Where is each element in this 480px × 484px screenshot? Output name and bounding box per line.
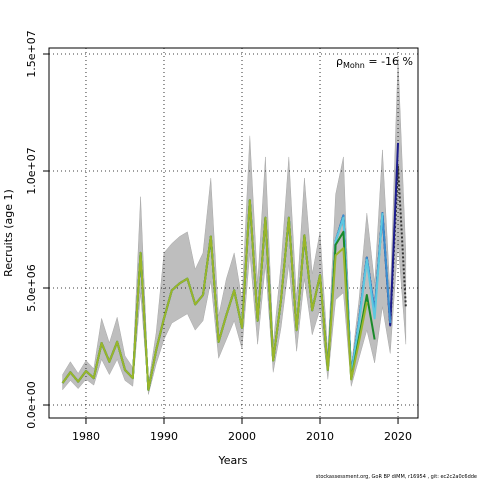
x-tick-label: 1980 bbox=[72, 430, 100, 443]
y-tick-label: 0.0e+00 bbox=[25, 381, 38, 428]
x-tick-label: 1990 bbox=[150, 430, 178, 443]
footer: stockassessment.org, GoR BP diMM, r16954… bbox=[316, 474, 477, 480]
x-tick-label: 2010 bbox=[306, 430, 334, 443]
y-tick-label: 1.5e+07 bbox=[25, 30, 38, 77]
x-tick-label: 2020 bbox=[384, 430, 412, 443]
mohn-annotation: ρMohn = -16 % bbox=[336, 55, 413, 70]
mohn-symbol: ρ bbox=[336, 55, 343, 68]
mohn-text: = -16 % bbox=[365, 55, 413, 68]
x-axis-label: Years bbox=[217, 454, 247, 467]
y-tick-label: 1.0e+07 bbox=[25, 147, 38, 194]
y-tick-label: 5.0e+06 bbox=[25, 264, 38, 311]
plot-frame bbox=[48, 47, 419, 419]
mohn-subscript: Mohn bbox=[343, 61, 365, 70]
series-line bbox=[61, 199, 368, 391]
x-tick-label: 2000 bbox=[228, 430, 256, 443]
y-axis-label: Recruits (age 1) bbox=[2, 189, 15, 277]
